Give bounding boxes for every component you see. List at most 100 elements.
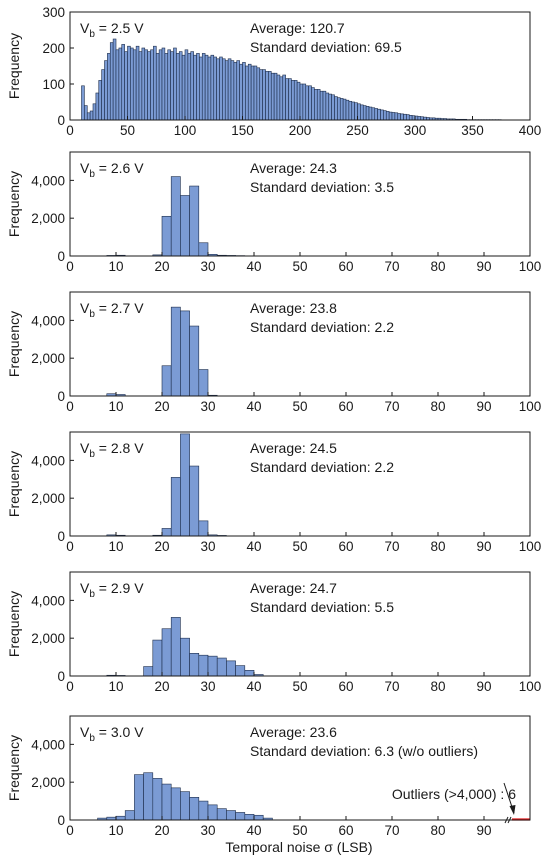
x-tick-label: 40 — [246, 399, 261, 414]
histogram-bar — [213, 56, 217, 121]
histogram-bar — [235, 812, 246, 821]
y-axis-label: Frequency — [6, 591, 22, 657]
histogram-bar — [380, 109, 384, 121]
x-tick-label: 400 — [519, 123, 542, 138]
x-tick-label: 70 — [384, 539, 399, 554]
histogram-bar — [239, 63, 243, 121]
x-tick-label: 50 — [292, 823, 307, 838]
histogram-bar — [170, 51, 174, 121]
y-tick-label: 4,000 — [31, 593, 65, 608]
vb-label: Vb = 2.5 V — [80, 20, 144, 40]
x-tick-label: 80 — [430, 679, 445, 694]
x-tick-label: 350 — [461, 123, 484, 138]
histogram-bar — [112, 38, 117, 121]
histogram-bar — [230, 60, 235, 121]
histogram-bar — [279, 76, 284, 121]
histogram-bar — [207, 804, 218, 821]
histogram-bar — [314, 89, 318, 121]
vb-label: Vb = 2.7 V — [80, 300, 144, 320]
histogram-bar — [189, 185, 200, 257]
x-tick-label: 60 — [338, 399, 353, 414]
histogram-bar — [328, 93, 332, 121]
histogram-bar — [89, 110, 94, 121]
y-tick-label: 100 — [42, 77, 65, 92]
average-label: Average: 120.7 — [250, 20, 345, 36]
histogram-bar — [242, 62, 246, 121]
histogram-bar — [316, 89, 321, 121]
histogram-bar — [226, 660, 236, 677]
x-tick-label: 70 — [384, 679, 399, 694]
histogram-bar — [161, 47, 166, 121]
histogram-bar — [141, 47, 146, 121]
histogram-bar — [143, 772, 154, 821]
histogram-bar — [115, 815, 126, 821]
histogram-bar — [207, 56, 212, 121]
x-axis-label: Temporal noise σ (LSB) — [225, 839, 372, 855]
histogram-bar — [92, 103, 97, 121]
histogram-bar — [291, 80, 295, 121]
average-label: Average: 24.3 — [250, 160, 337, 176]
x-tick-label: 30 — [200, 823, 215, 838]
histogram-bar — [322, 90, 327, 121]
histogram-bar — [408, 115, 413, 121]
y-axis-label: Frequency — [6, 171, 22, 237]
histogram-bar — [362, 105, 367, 121]
histogram-bar — [121, 44, 125, 121]
std-deviation-label: Standard deviation: 3.5 — [250, 179, 394, 195]
y-axis-label: Frequency — [6, 33, 22, 99]
histogram-bar — [176, 53, 180, 121]
histogram-bar — [135, 45, 140, 121]
histogram-bar — [216, 58, 220, 121]
x-tick-label: 30 — [200, 399, 215, 414]
histogram-bar — [227, 58, 232, 121]
x-tick-label: 80 — [430, 399, 445, 414]
histogram-bar — [244, 670, 255, 677]
bars — [81, 38, 502, 121]
histogram-bar — [95, 92, 100, 121]
histogram-bar — [253, 65, 258, 121]
histogram-bar — [201, 53, 206, 121]
histogram-bar — [180, 310, 190, 397]
y-tick-label: 4,000 — [31, 313, 65, 328]
x-tick-label: 100 — [174, 123, 197, 138]
histogram-bar — [132, 49, 137, 121]
histogram-bar — [302, 83, 307, 121]
histogram-bar — [296, 81, 301, 121]
y-tick-label: 0 — [57, 249, 65, 264]
x-tick-label: 50 — [292, 399, 307, 414]
average-label: Average: 23.6 — [250, 724, 337, 740]
x-tick-label: 40 — [246, 259, 261, 274]
y-tick-label: 0 — [57, 529, 65, 544]
histogram-bar — [293, 80, 298, 121]
x-tick-label: 250 — [346, 123, 369, 138]
histogram-bar — [167, 49, 171, 121]
histogram-bar — [285, 78, 289, 121]
histogram-bar — [207, 655, 218, 677]
histogram-bar — [222, 58, 226, 121]
histogram-bar — [170, 176, 181, 257]
histogram-bar — [342, 98, 347, 121]
histogram-bar — [198, 800, 209, 821]
y-tick-label: 0 — [57, 113, 65, 128]
x-tick-label: 20 — [154, 823, 169, 838]
histogram-bar — [130, 47, 134, 121]
histogram-bar — [150, 49, 154, 121]
panel-vb-2-5: 0 50 100 150 200 250 300 350 400 0 100 200 300 Freque… — [6, 5, 541, 138]
histogram-bar — [180, 195, 190, 257]
y-tick-label: 300 — [42, 5, 65, 20]
x-tick-label: 90 — [476, 823, 491, 838]
x-tick-label: 30 — [200, 259, 215, 274]
histogram-bar — [319, 90, 324, 121]
histogram-bar — [385, 111, 390, 121]
histogram-bar — [86, 112, 91, 121]
x-tick-label: 200 — [289, 123, 312, 138]
average-label: Average: 24.7 — [250, 580, 337, 596]
x-tick-label: 10 — [108, 259, 123, 274]
histogram-bar — [337, 97, 341, 121]
x-tick-label: 70 — [384, 823, 399, 838]
histogram-bar — [308, 85, 312, 121]
histogram-bar — [244, 814, 255, 821]
histogram-bar — [161, 783, 172, 821]
histogram-bar — [288, 78, 292, 121]
x-tick-label: 20 — [154, 399, 169, 414]
